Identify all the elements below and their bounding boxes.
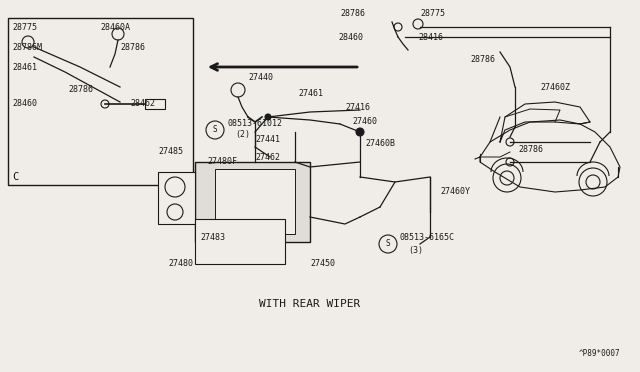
Text: C: C <box>12 172 19 182</box>
Text: 27441: 27441 <box>255 135 280 144</box>
Bar <box>195 162 310 242</box>
Text: ^P89*0007: ^P89*0007 <box>579 350 621 359</box>
Text: S: S <box>212 125 218 135</box>
Text: 27460B: 27460B <box>365 140 395 148</box>
Text: 28786: 28786 <box>518 145 543 154</box>
Text: 08513-61012: 08513-61012 <box>228 119 283 128</box>
Bar <box>8 18 193 185</box>
Text: 28460: 28460 <box>338 32 363 42</box>
Text: 28416: 28416 <box>418 32 443 42</box>
Circle shape <box>265 114 271 120</box>
Text: 28775: 28775 <box>12 22 37 32</box>
Text: 28461: 28461 <box>12 62 37 71</box>
Text: 28462: 28462 <box>130 99 155 109</box>
Text: 08513-6165C: 08513-6165C <box>400 232 455 241</box>
Bar <box>195 219 285 264</box>
Text: 28460: 28460 <box>12 99 37 109</box>
Circle shape <box>356 128 364 136</box>
Text: 27462: 27462 <box>255 153 280 161</box>
Text: 28786: 28786 <box>470 55 495 64</box>
Text: 27460Z: 27460Z <box>540 83 570 92</box>
Text: (2): (2) <box>235 131 250 140</box>
Text: 27461: 27461 <box>298 90 323 99</box>
Text: 27450: 27450 <box>310 260 335 269</box>
Text: 27440: 27440 <box>248 73 273 81</box>
Text: 27483: 27483 <box>200 232 225 241</box>
Text: 28786: 28786 <box>120 42 145 51</box>
Text: 28460A: 28460A <box>100 22 130 32</box>
Bar <box>215 169 295 234</box>
Text: (3): (3) <box>408 246 423 254</box>
Text: 27460: 27460 <box>352 118 377 126</box>
Text: 28786: 28786 <box>68 86 93 94</box>
Bar <box>145 99 165 109</box>
Text: 27480F: 27480F <box>207 157 237 167</box>
Text: 28786M: 28786M <box>12 42 42 51</box>
Text: S: S <box>386 240 390 248</box>
Text: 28775: 28775 <box>420 10 445 19</box>
Text: WITH REAR WIPER: WITH REAR WIPER <box>259 299 360 309</box>
Bar <box>158 172 195 224</box>
Text: 27480: 27480 <box>168 260 193 269</box>
Text: 28786: 28786 <box>340 10 365 19</box>
Text: 27460Y: 27460Y <box>440 187 470 196</box>
Text: 27485: 27485 <box>158 148 183 157</box>
Text: 27416: 27416 <box>345 103 370 112</box>
